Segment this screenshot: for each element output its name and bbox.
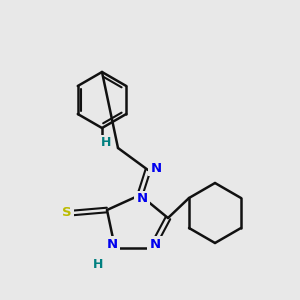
- Text: N: N: [106, 238, 118, 250]
- Text: N: N: [149, 238, 161, 250]
- Text: N: N: [150, 161, 162, 175]
- Text: H: H: [93, 259, 103, 272]
- Text: N: N: [136, 193, 148, 206]
- Text: S: S: [62, 206, 72, 220]
- Text: H: H: [101, 136, 111, 149]
